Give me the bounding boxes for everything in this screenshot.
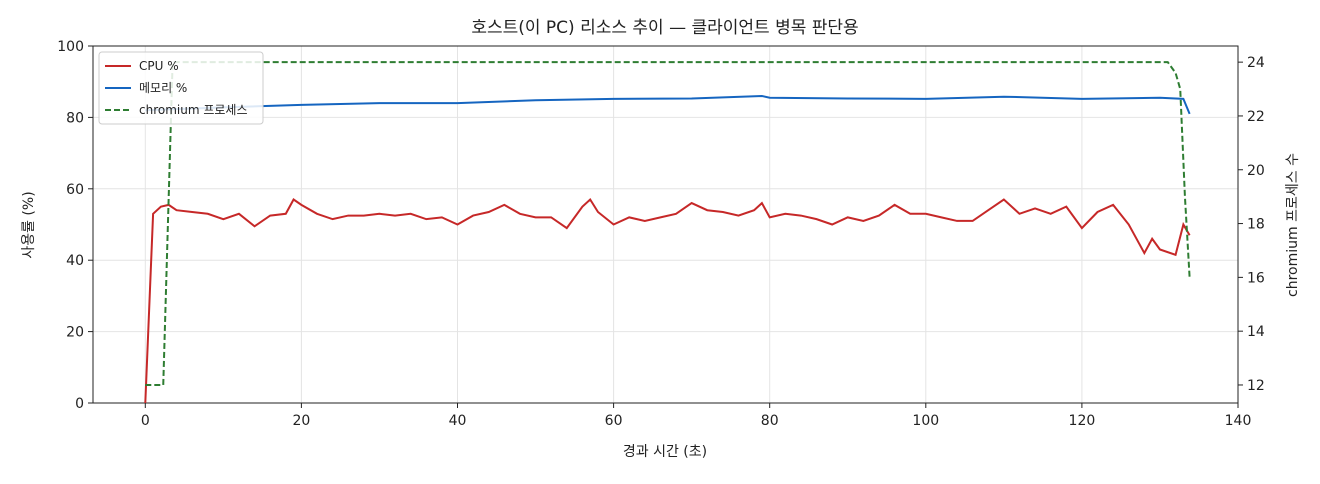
y-tick-label: 0	[75, 396, 84, 412]
y2-tick-label: 12	[1247, 378, 1265, 394]
y-tick-label: 100	[57, 39, 84, 55]
y-axis-label: 사용률 (%)	[21, 191, 37, 258]
y2-tick-label: 24	[1247, 55, 1265, 71]
series-line	[144, 197, 1191, 404]
chart-title: 호스트(이 PC) 리소스 추이 — 클라이언트 병목 판단용	[471, 18, 858, 38]
x-tick-label: 0	[141, 413, 150, 429]
plot-frame	[92, 45, 1239, 404]
y-tick-label: 20	[66, 325, 84, 341]
x-axis-label: 경과 시간 (초)	[623, 444, 707, 460]
x-tick-label: 20	[292, 413, 310, 429]
x-tick-label: 120	[1069, 413, 1096, 429]
y-tick-label: 40	[66, 253, 84, 269]
x-tick-label: 40	[449, 413, 467, 429]
y2-tick-label: 20	[1247, 163, 1265, 179]
x-tick-label: 60	[605, 413, 623, 429]
y-tick-label: 60	[66, 182, 84, 198]
legend-label: CPU %	[139, 59, 179, 73]
legend-box	[98, 51, 264, 125]
series-line	[145, 94, 1191, 115]
y-tick-label: 80	[66, 110, 84, 126]
y2-tick-label: 18	[1247, 217, 1265, 233]
x-tick-label: 100	[912, 413, 939, 429]
series-line	[145, 61, 1191, 386]
legend-label: chromium 프로세스	[139, 103, 248, 117]
x-tick-label: 80	[761, 413, 779, 429]
y2-axis-label: chromium 프로세스 수	[1285, 153, 1301, 297]
legend-label: 메모리 %	[139, 81, 187, 95]
y2-tick-label: 22	[1247, 109, 1265, 125]
x-tick-label: 140	[1225, 413, 1252, 429]
y2-tick-label: 14	[1247, 324, 1265, 340]
y2-tick-label: 16	[1247, 270, 1265, 286]
